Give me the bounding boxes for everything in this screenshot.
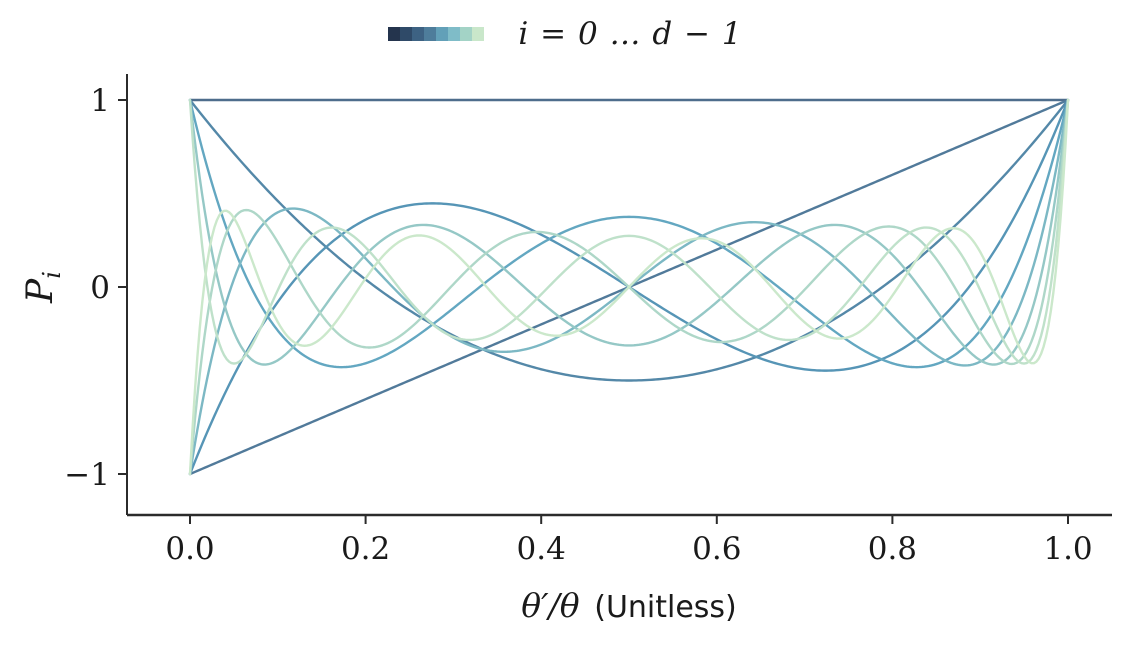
x-tick-label: 0.0 xyxy=(165,531,214,567)
x-tick-label: 0.6 xyxy=(692,531,741,567)
y-axis-symbol: P xyxy=(19,278,61,303)
curve-i=9 xyxy=(188,98,1070,476)
y-axis-subscript: i xyxy=(38,271,67,279)
curves-group xyxy=(188,98,1070,476)
curve-i=6 xyxy=(188,98,1070,366)
y-axis-label: Pi xyxy=(20,242,66,332)
axes-group: 1 0 −1 0.0 0.2 0.4 0.6 0.8 1.0 xyxy=(64,74,1112,567)
curve-i=2 xyxy=(188,98,1070,382)
curve-i=8 xyxy=(188,98,1070,365)
x-tick-label: 0.8 xyxy=(868,531,917,567)
x-tick-label: 1.0 xyxy=(1043,531,1092,567)
curve-i=4 xyxy=(188,98,1070,369)
y-tick-label: 0 xyxy=(90,270,110,306)
x-tick-label: 0.4 xyxy=(517,531,566,567)
y-tick-label: 1 xyxy=(90,83,110,119)
x-tick-label: 0.2 xyxy=(341,531,390,567)
y-tick-label: −1 xyxy=(64,457,110,493)
